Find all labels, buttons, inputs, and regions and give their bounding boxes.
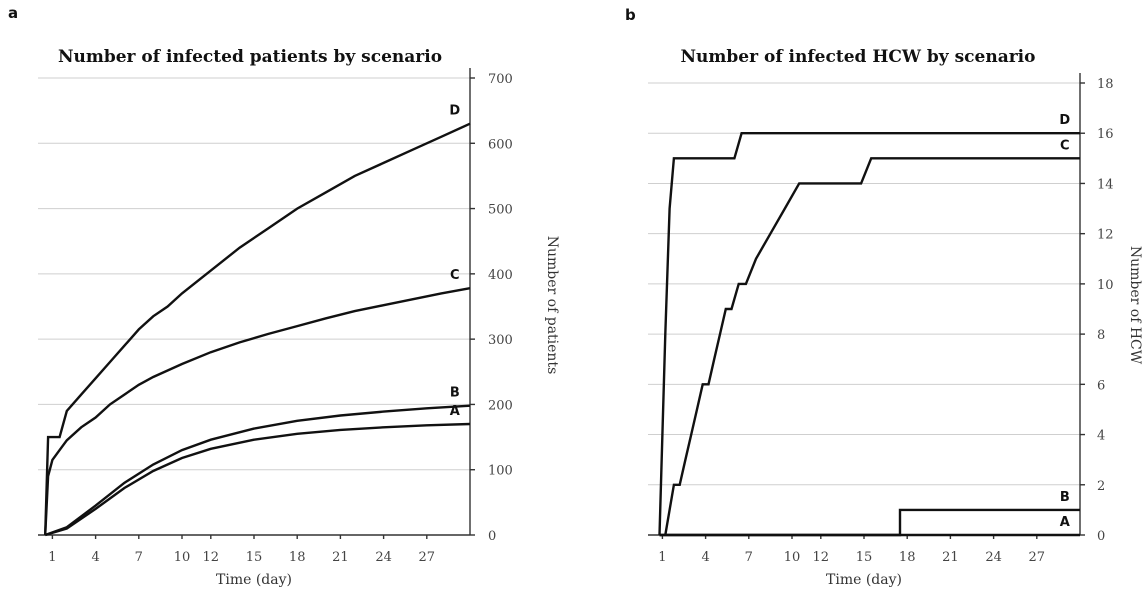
y-tick-label: 6 [1097,378,1105,393]
series-label-C: C [1060,138,1070,153]
x-tick-label: 10 [784,550,801,565]
y-tick-label: 700 [488,72,513,87]
x-tick-label: 21 [332,550,349,565]
y-tick-label: 14 [1097,177,1114,192]
y-axis-label: Number of HCW [1127,246,1143,365]
x-tick-label: 21 [942,550,959,565]
x-tick-label: 4 [701,550,709,565]
y-axis-label: Number of patients [544,236,560,375]
series-label-D: D [1059,113,1070,128]
x-tick-label: 1 [48,550,56,565]
series-line-D [658,131,1080,536]
x-tick-label: 4 [91,550,99,565]
y-tick-label: 600 [488,137,513,152]
chart-panel-a: a Number of infected patients by scenario… [8,4,560,588]
y-tick-label: 100 [488,464,513,479]
x-tick-label: 1 [658,550,666,565]
x-tick-label: 27 [419,550,436,565]
y-tick-label: 0 [488,529,496,544]
x-tick-label: 24 [375,550,392,565]
y-tick-label: 18 [1097,77,1114,92]
y-tick-label: 300 [488,333,513,348]
x-tick-label: 7 [745,550,753,565]
y-tick-label: 8 [1097,328,1105,343]
series-line-A [44,422,471,537]
y-tick-label: 10 [1097,278,1114,293]
x-tick-label: 15 [856,550,873,565]
x-axis-label: Time (day) [826,572,902,588]
x-tick-label: 27 [1029,550,1046,565]
series-line-D [44,122,471,536]
series-label-B: B [450,386,460,401]
series-line-B [659,508,1080,537]
series-label-A: A [1060,515,1070,530]
y-tick-label: 200 [488,398,513,413]
y-tick-label: 12 [1097,228,1114,243]
series-label-B: B [1060,490,1070,505]
y-tick-label: 2 [1097,479,1105,494]
series-line-B [44,404,471,537]
y-tick-label: 0 [1097,529,1105,544]
x-tick-label: 10 [174,550,191,565]
y-tick-label: 16 [1097,127,1114,142]
x-tick-label: 12 [813,550,830,565]
x-tick-label: 18 [899,550,916,565]
panel-label: a [8,4,18,22]
x-tick-label: 7 [135,550,143,565]
panel-label: b [625,6,636,24]
y-tick-label: 4 [1097,429,1105,444]
series-label-A: A [450,404,460,419]
y-tick-label: 500 [488,203,513,218]
x-axis-label: Time (day) [216,572,292,588]
series-label-C: C [450,268,460,283]
x-tick-label: 12 [203,550,220,565]
series-line-C [664,157,1080,536]
y-tick-label: 400 [488,268,513,283]
chart-title: Number of infected patients by scenario [58,47,442,67]
series-line-C [44,287,471,536]
x-tick-label: 15 [246,550,263,565]
series-label-D: D [449,104,460,119]
x-tick-label: 24 [985,550,1002,565]
x-tick-label: 18 [289,550,306,565]
chart-title: Number of infected HCW by scenario [681,47,1036,67]
